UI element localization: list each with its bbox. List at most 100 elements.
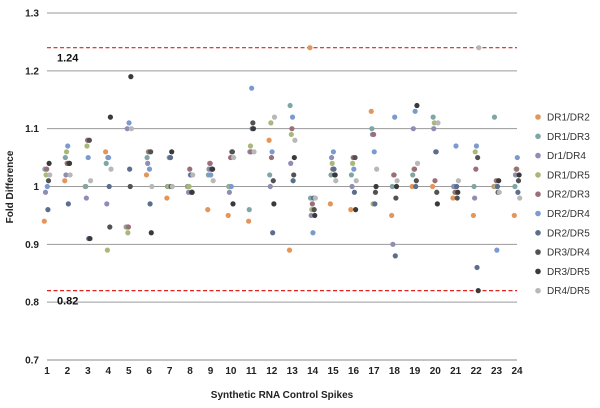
data-point [190, 172, 196, 178]
data-point [310, 230, 316, 236]
x-tick-label: 18 [389, 366, 401, 377]
data-point [229, 149, 236, 155]
data-point [291, 154, 297, 161]
data-point [472, 149, 478, 155]
data-point [169, 149, 175, 155]
data-point [494, 247, 500, 253]
data-point [187, 166, 193, 172]
data-point [148, 230, 154, 236]
data-point [66, 160, 73, 166]
data-point [515, 189, 521, 195]
data-point [127, 183, 133, 190]
data-point [144, 154, 150, 161]
data-point [475, 288, 481, 294]
legend-label: DR2/DR4 [547, 209, 590, 220]
data-point [246, 218, 252, 224]
data-point [62, 178, 68, 184]
data-point [515, 178, 522, 184]
legend-marker [535, 210, 541, 217]
data-point [250, 120, 256, 126]
legend-marker [535, 230, 541, 236]
data-point [288, 131, 294, 138]
data-point [393, 195, 399, 201]
data-point [189, 189, 195, 195]
data-point [455, 178, 461, 184]
data-point [225, 212, 231, 219]
data-point [289, 114, 296, 120]
data-point [309, 201, 315, 207]
y-tick-label: 0.7 [25, 356, 39, 367]
data-point [410, 126, 416, 132]
data-point [186, 183, 192, 190]
data-point [148, 149, 154, 155]
data-point [128, 126, 135, 132]
data-point [391, 172, 397, 178]
data-point [333, 178, 339, 184]
data-point [473, 143, 480, 149]
data-point [409, 183, 415, 190]
data-point [516, 172, 522, 178]
x-tick-label: 16 [348, 366, 360, 377]
x-tick-label: 3 [85, 366, 91, 377]
data-point [125, 224, 132, 230]
data-point [268, 154, 275, 161]
data-point [312, 212, 318, 219]
data-point [230, 201, 236, 207]
data-point [270, 230, 276, 236]
data-point [435, 120, 441, 126]
data-point [491, 114, 498, 120]
legend-label: DR4/DR5 [547, 286, 590, 297]
data-point [453, 143, 459, 149]
x-tick-label: 15 [328, 366, 340, 377]
data-point [312, 195, 318, 201]
data-point [45, 207, 51, 213]
data-point [149, 183, 155, 190]
data-point [431, 126, 437, 132]
data-point [209, 166, 216, 172]
x-axis-ticks: 1 2 3 4 5 6 7 8 9 10 11 12 13 14 15 16 17 18 19 20 21 22 23 24 [44, 366, 523, 377]
x-tick-label: 6 [146, 366, 152, 377]
data-point [146, 166, 153, 172]
data-point [413, 183, 419, 190]
data-points [41, 45, 523, 294]
legend-marker [535, 191, 541, 197]
data-point [328, 172, 334, 178]
data-point [103, 160, 109, 166]
x-tick-label: 19 [409, 366, 421, 377]
data-point [308, 212, 314, 219]
legend-label: DR1/DR2 [547, 113, 590, 124]
data-point [434, 201, 440, 207]
data-point [207, 160, 213, 166]
data-point [271, 201, 277, 207]
data-point [414, 160, 421, 166]
data-point [270, 178, 276, 184]
data-point [371, 149, 377, 155]
data-point [374, 166, 380, 172]
data-point [389, 212, 395, 219]
x-tick-label: 20 [430, 366, 442, 377]
data-point [169, 183, 175, 190]
data-point [348, 172, 355, 178]
data-point [143, 172, 150, 178]
legend-marker [535, 114, 541, 120]
data-point [454, 195, 460, 201]
data-point [372, 201, 378, 207]
data-point [145, 160, 151, 166]
x-axis-title: Synthetic RNA Control Spikes [211, 390, 354, 401]
data-point [65, 201, 71, 207]
x-tick-label: 22 [471, 366, 483, 377]
legend-marker [535, 172, 541, 178]
data-point [87, 178, 94, 184]
gridlines [47, 12, 517, 361]
legend-marker [535, 268, 541, 275]
data-point [389, 183, 395, 190]
data-point [266, 137, 272, 143]
y-tick-label: 0.8 [25, 298, 39, 309]
data-point [208, 172, 214, 178]
data-point [164, 195, 170, 201]
data-point [496, 178, 502, 184]
data-point [330, 149, 336, 155]
data-point [267, 183, 273, 190]
x-tick-label: 12 [266, 366, 278, 377]
